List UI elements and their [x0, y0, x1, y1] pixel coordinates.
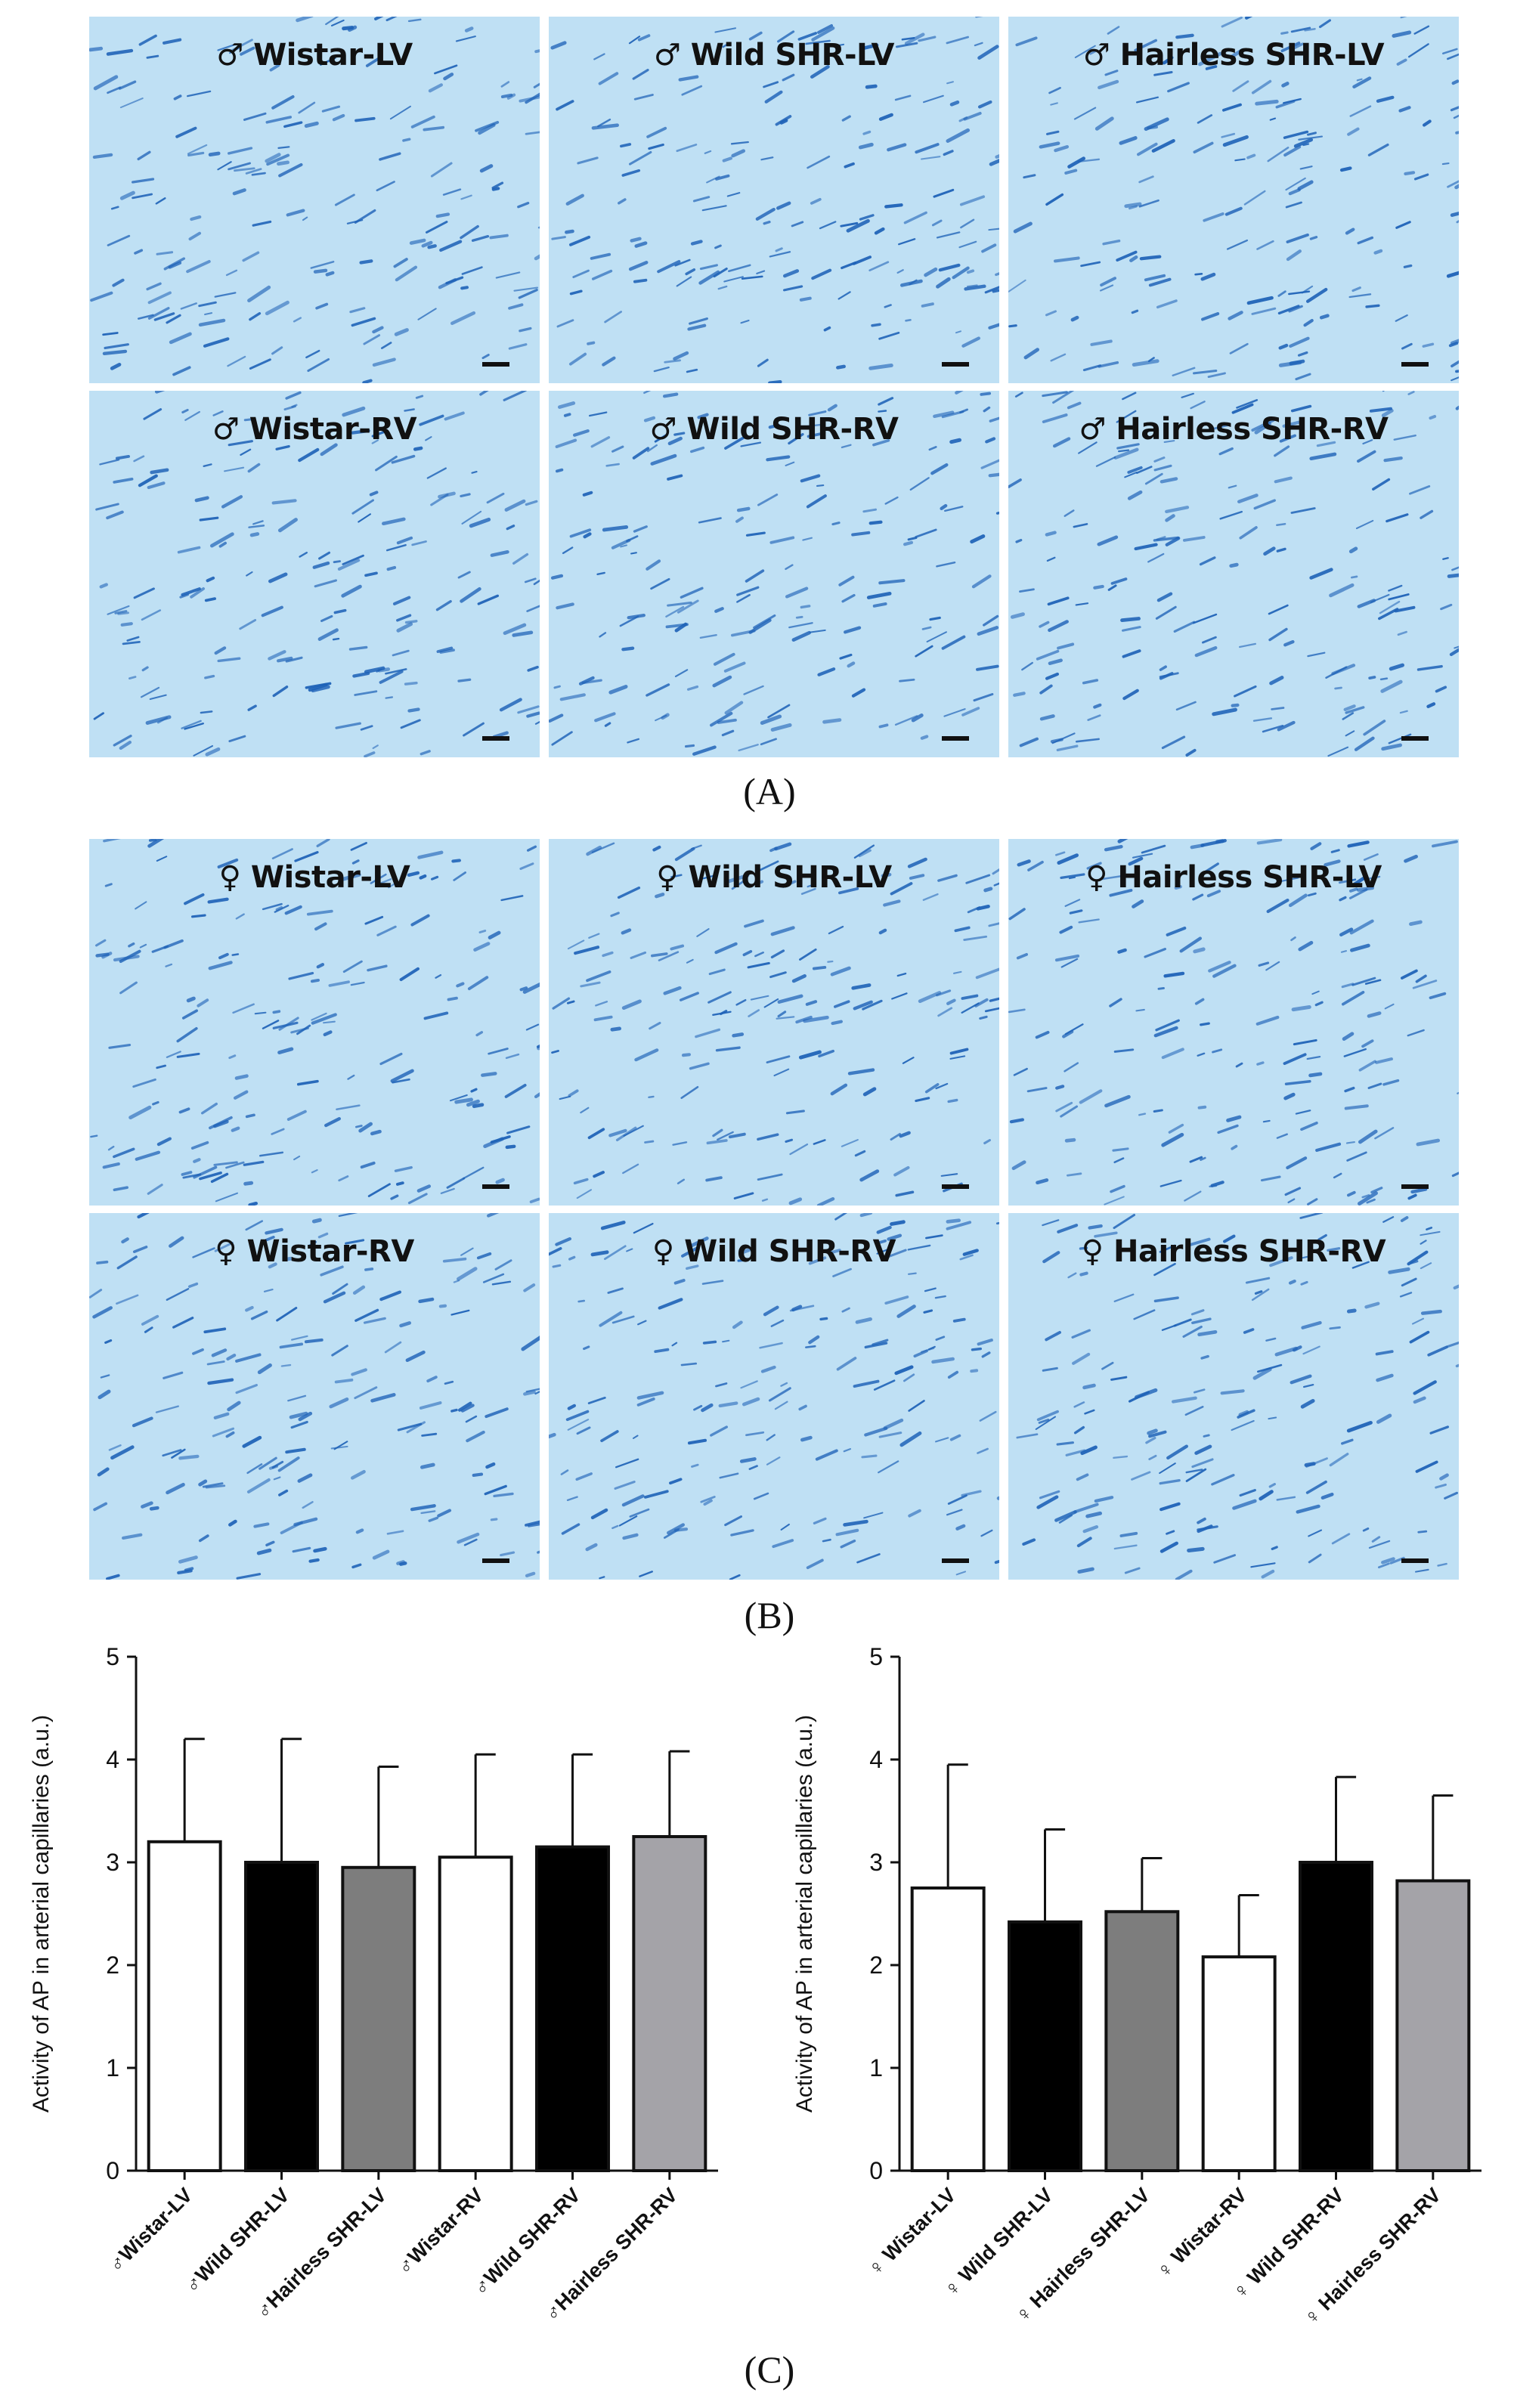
bar [147, 1840, 222, 2172]
bar [910, 1886, 986, 2172]
y-tick-label: 3 [106, 1849, 119, 1876]
x-tick-label: ♂Wistar-LV [104, 2184, 197, 2276]
scale-bar [942, 1184, 969, 1189]
micrograph-tile: ♀ Wistar-LV [89, 839, 540, 1206]
bar [1395, 1879, 1471, 2172]
tissue-image [549, 391, 999, 757]
scale-bar [1401, 736, 1429, 741]
scale-bar [1401, 1558, 1429, 1563]
y-tick-label: 1 [106, 2054, 119, 2081]
tile-label: ♀ Wistar-RV [215, 1234, 414, 1269]
y-tick-label: 3 [869, 1849, 883, 1876]
micrograph-tile: ♀ Wistar-RV [89, 1213, 540, 1580]
panel-b-letter: (B) [744, 1594, 795, 1636]
bar [1104, 1910, 1180, 2172]
bar [1299, 1861, 1373, 2172]
y-tick-label: 5 [106, 1648, 119, 1670]
micrograph-tile: ♂ Wistar-LV [89, 17, 540, 383]
tile-label: ♀ Hairless SHR-LV [1085, 860, 1382, 895]
scale-bar [1401, 362, 1429, 367]
scale-bar [482, 1184, 509, 1189]
scale-bar [942, 736, 969, 741]
panel-a-letter: (A) [743, 770, 796, 812]
bar [1008, 1920, 1082, 2172]
micrograph-tile: ♂ Hairless SHR-RV [1008, 391, 1459, 757]
x-tick-label: ♂Wistar-RV [392, 2184, 488, 2279]
tile-label: ♂ Hairless SHR-LV [1082, 38, 1385, 73]
y-tick-label: 1 [869, 2054, 883, 2081]
micrograph-tile: ♀ Wild SHR-RV [549, 1213, 999, 1580]
tile-label: ♂ Wistar-LV [216, 38, 413, 73]
scale-bar [482, 736, 509, 741]
tile-label: ♀ Wild SHR-RV [652, 1234, 896, 1269]
female-ap-activity-chart: Activity of AP in arterial capillaries (… [792, 1648, 1481, 2328]
panel-a-micrograph-grid: ♂ Wistar-LV ♂ Wild SHR-LV ♂ Hairless SHR-L… [89, 17, 1459, 757]
micrograph-tile: ♂ Hairless SHR-LV [1008, 17, 1459, 383]
micrograph-tile: ♀ Hairless SHR-LV [1008, 839, 1459, 1206]
panel-b-micrograph-grid: ♀ Wistar-LV ♀ Wild SHR-LV ♀ Hairless SHR-L… [89, 839, 1459, 1580]
bar [438, 1856, 513, 2172]
tissue-image [89, 391, 540, 757]
tile-label: ♂ Wild SHR-RV [649, 412, 899, 447]
tissue-image [89, 1213, 540, 1580]
y-tick-label: 2 [869, 1951, 883, 1979]
micrograph-tile: ♂ Wild SHR-RV [549, 391, 999, 757]
x-tick-label: ♀ Wistar-LV [863, 2184, 960, 2280]
tile-label: ♂ Wild SHR-LV [653, 38, 895, 73]
bar [535, 1845, 610, 2172]
y-tick-label: 4 [106, 1746, 119, 1773]
male-ap-activity-chart: Activity of AP in arterial capillaries (… [29, 1648, 718, 2326]
scale-bar [482, 1558, 509, 1563]
scale-bar [1401, 1184, 1429, 1189]
tissue-image [89, 839, 540, 1206]
tissue-image [549, 17, 999, 383]
y-tick-label: 2 [106, 1951, 119, 1979]
tile-label: ♀ Hairless SHR-RV [1081, 1234, 1386, 1269]
x-tick-label: ♀ Wistar-RV [1152, 2184, 1252, 2283]
tile-label: ♀ Wild SHR-LV [656, 860, 892, 895]
tissue-image [1008, 17, 1459, 383]
y-tick-label: 4 [869, 1746, 883, 1773]
y-axis-label: Activity of AP in arterial capillaries (… [792, 1715, 817, 2112]
tissue-image [549, 839, 999, 1206]
tissue-image [549, 1213, 999, 1580]
tile-label: ♂ Hairless SHR-RV [1079, 412, 1389, 447]
tissue-image [1008, 839, 1459, 1206]
bar [244, 1861, 319, 2172]
micrograph-tile: ♂ Wistar-RV [89, 391, 540, 757]
micrograph-tile: ♂ Wild SHR-LV [549, 17, 999, 383]
y-tick-label: 0 [106, 2157, 119, 2184]
bar [1201, 1955, 1277, 2172]
bar [341, 1865, 416, 2172]
scale-bar [942, 362, 969, 367]
x-tick-label: ♂Wild SHR-LV [180, 2184, 294, 2298]
tissue-image [1008, 391, 1459, 757]
panel-c-letter: (C) [744, 2348, 795, 2391]
scale-bar [482, 362, 509, 367]
tissue-image [89, 17, 540, 383]
y-tick-label: 5 [869, 1648, 883, 1670]
scale-bar [942, 1558, 969, 1563]
micrograph-tile: ♀ Hairless SHR-RV [1008, 1213, 1459, 1580]
bar [632, 1835, 707, 2172]
tile-label: ♂ Wistar-RV [212, 412, 417, 447]
y-axis-label: Activity of AP in arterial capillaries (… [29, 1715, 54, 2112]
tile-label: ♀ Wistar-LV [218, 860, 410, 895]
micrograph-tile: ♀ Wild SHR-LV [549, 839, 999, 1206]
tissue-image [1008, 1213, 1459, 1580]
y-tick-label: 0 [869, 2157, 883, 2184]
